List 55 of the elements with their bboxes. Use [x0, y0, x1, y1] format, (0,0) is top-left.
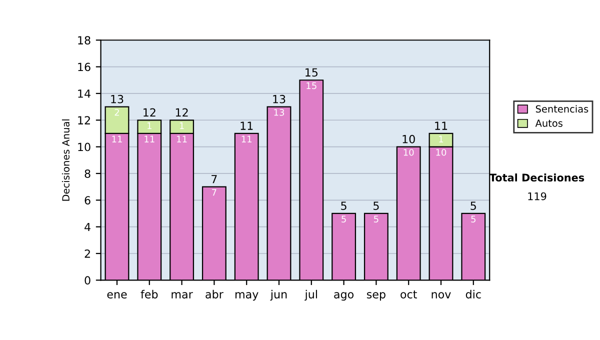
y-tick-label: 6	[84, 196, 90, 205]
x-tick-label: mar	[172, 292, 193, 298]
x-tick-label: dic	[466, 290, 481, 298]
y-tick-label: 4	[84, 222, 90, 232]
data-label: 5	[342, 216, 346, 222]
x-tick-label: oct	[400, 290, 417, 298]
total-label: 7	[212, 175, 217, 184]
data-label: 1	[439, 136, 444, 142]
y-tick-label: 10	[78, 142, 90, 152]
data-label: 10	[404, 148, 414, 156]
data-label: 15	[306, 82, 316, 90]
legend-label: Sentencias	[536, 105, 588, 113]
total-label: 5	[374, 202, 379, 210]
data-label: 7	[212, 189, 216, 196]
x-tick-label: may	[236, 292, 258, 301]
data-label: 13	[274, 108, 284, 116]
y-axis-title: Decisiones Anual	[62, 119, 70, 201]
y-tick-label: 14	[78, 90, 90, 98]
total-label: 13	[111, 94, 124, 104]
y-tick-label: 8	[84, 169, 90, 178]
x-tick-label: nov	[432, 292, 451, 298]
total-label: 5	[341, 202, 346, 210]
total-label: 13	[273, 94, 286, 104]
x-tick-label: feb	[140, 290, 158, 298]
x-tick-label: ene	[107, 292, 127, 298]
x-tick-label: ago	[334, 292, 354, 301]
total-label: 11	[435, 122, 448, 130]
data-label: 10	[436, 148, 446, 156]
y-tick-label: 12	[78, 116, 90, 124]
total-label: 12	[144, 108, 156, 116]
total-label: 5	[470, 202, 476, 210]
x-tick-label: jun	[270, 290, 287, 301]
data-label: 11	[144, 136, 154, 142]
y-tick-label: 0	[84, 276, 90, 285]
x-tick-label: abr	[206, 290, 224, 298]
data-label: 11	[242, 136, 252, 142]
total-label: 12	[176, 108, 188, 116]
x-tick-label: sep	[366, 292, 386, 301]
total-label: 15	[306, 68, 318, 77]
data-label: 11	[177, 136, 187, 142]
data-label: 5	[471, 216, 476, 222]
total-label: 11	[240, 122, 253, 130]
data-label: 1	[180, 122, 184, 129]
y-tick-label: 18	[78, 36, 90, 44]
y-tick-label: 16	[78, 62, 90, 72]
legend-label: Autos	[535, 120, 562, 127]
data-label: 1	[148, 122, 152, 129]
data-label: 2	[114, 108, 119, 116]
total-label: 10	[402, 134, 415, 144]
data-label: 11	[112, 136, 122, 142]
x-tick-label: jul	[304, 290, 317, 301]
data-label: 5	[374, 216, 378, 222]
y-tick-label: 2	[84, 249, 90, 258]
text: 119	[528, 192, 546, 200]
annotation: Total Decisiones	[489, 173, 584, 182]
